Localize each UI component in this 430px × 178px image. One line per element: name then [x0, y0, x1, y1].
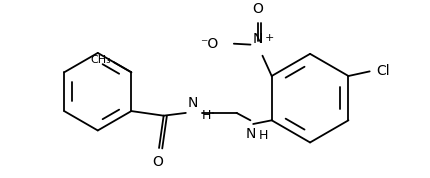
Text: O: O — [252, 2, 263, 16]
Text: O: O — [153, 155, 163, 169]
Text: Cl: Cl — [376, 64, 390, 78]
Text: H: H — [259, 129, 268, 142]
Text: +: + — [265, 33, 275, 43]
Text: ⁻O: ⁻O — [200, 37, 218, 51]
Text: N: N — [188, 96, 198, 110]
Text: H: H — [202, 109, 211, 122]
Text: N: N — [245, 127, 255, 141]
Text: CH₃: CH₃ — [90, 55, 111, 65]
Text: N: N — [253, 32, 263, 46]
